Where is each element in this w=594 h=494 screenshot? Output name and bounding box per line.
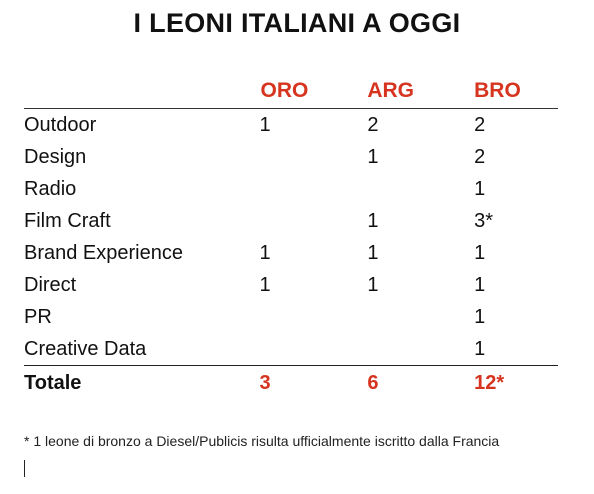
row-bro: 1 — [474, 337, 486, 360]
row-category: Direct — [24, 273, 77, 296]
row-bro: 2 — [474, 113, 486, 136]
table-row: Film Craft 1 3* — [24, 205, 558, 237]
table-row: Radio 1 — [24, 173, 558, 205]
row-category: Brand Experience — [24, 241, 183, 264]
row-arg — [367, 173, 474, 205]
row-category: Film Craft — [24, 209, 111, 232]
row-oro — [260, 301, 368, 333]
medals-table: ORO ARG BRO Outdoor 1 2 2 Design 1 2 Rad… — [24, 74, 558, 400]
row-category: PR — [24, 305, 52, 328]
row-bro: 3* — [474, 209, 494, 232]
table-row: Creative Data 1 — [24, 333, 558, 366]
header-oro: ORO — [259, 74, 368, 109]
row-category: Radio — [24, 177, 77, 200]
row-bro: 2 — [474, 145, 486, 168]
total-arg: 6 — [367, 365, 475, 400]
total-bro: 12* — [474, 365, 558, 400]
row-oro — [260, 141, 368, 173]
page-title: I LEONI ITALIANI A OGGI — [133, 8, 461, 38]
total-row: Totale 3 6 12* — [24, 365, 558, 400]
row-category: Creative Data — [24, 337, 147, 360]
row-oro: 1 — [259, 273, 271, 296]
row-arg: 1 — [367, 145, 379, 168]
row-category: Outdoor — [24, 113, 97, 136]
row-oro — [260, 173, 368, 205]
row-bro: 1 — [474, 305, 486, 328]
header-arg: ARG — [367, 74, 475, 109]
row-arg — [367, 301, 474, 333]
total-label: Totale — [24, 365, 260, 400]
row-bro: 1 — [474, 273, 486, 296]
row-oro — [260, 333, 368, 366]
row-oro — [260, 205, 368, 237]
total-oro: 3 — [259, 365, 368, 400]
row-arg: 1 — [367, 209, 379, 232]
text-cursor — [24, 460, 25, 477]
row-arg: 1 — [367, 273, 379, 296]
footnote: * 1 leone di bronzo a Diesel/Publicis ri… — [24, 433, 500, 449]
row-oro: 1 — [259, 113, 271, 136]
row-bro: 1 — [474, 241, 486, 264]
table-row: Outdoor 1 2 2 — [24, 109, 558, 142]
row-arg — [367, 333, 474, 366]
header-category — [24, 74, 260, 109]
table-row: PR 1 — [24, 301, 558, 333]
row-oro: 1 — [259, 241, 271, 264]
row-category: Design — [24, 145, 87, 168]
table-row: Direct 1 1 1 — [24, 269, 558, 301]
row-arg: 1 — [367, 241, 379, 264]
table-header-row: ORO ARG BRO — [24, 74, 558, 109]
table-row: Design 1 2 — [24, 141, 558, 173]
header-bro: BRO — [474, 74, 558, 109]
table-row: Brand Experience 1 1 1 — [24, 237, 558, 269]
row-bro: 1 — [474, 177, 486, 200]
row-arg: 2 — [367, 113, 379, 136]
